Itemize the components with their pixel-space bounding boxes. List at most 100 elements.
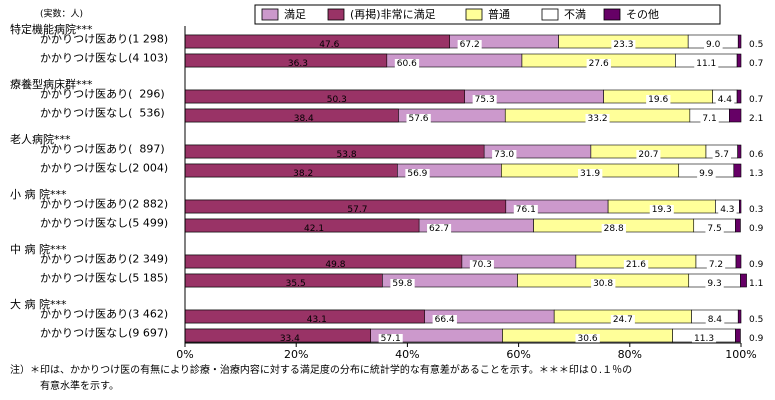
value-label: 0.5 <box>749 40 763 50</box>
value-label: 7.5 <box>707 224 721 234</box>
value-label: 9.9 <box>699 169 714 179</box>
label-bg <box>636 150 661 160</box>
legend-label: (再掲)非常に満足 <box>350 7 436 21</box>
value-label: 0.5 <box>749 315 763 325</box>
value-label: 31.9 <box>580 169 600 179</box>
x-tick-label: 40% <box>395 348 419 361</box>
label-bg <box>623 260 649 270</box>
bar-overlay <box>184 254 463 269</box>
value-label: 0.9 <box>749 260 764 270</box>
value-label: 47.6 <box>319 40 339 50</box>
row-label: かかりつけ医なし(5 499) <box>40 217 168 230</box>
label-bg <box>513 205 538 215</box>
legend-swatch <box>261 8 279 21</box>
label-bg <box>611 40 636 50</box>
row-label: かかりつけ医あり( 897) <box>40 143 165 156</box>
label-bg <box>694 59 719 69</box>
value-label: 1.3 <box>749 169 763 179</box>
label-bg <box>692 334 717 344</box>
unit-label: (実数：人) <box>40 8 83 20</box>
value-label: 0.7 <box>749 95 763 105</box>
value-label: 5.7 <box>715 150 729 160</box>
label-bg <box>705 315 725 325</box>
value-label: 36.3 <box>288 59 308 69</box>
value-label: 27.6 <box>589 59 609 69</box>
value-label: 24.7 <box>613 315 633 325</box>
bar-segment <box>733 163 742 178</box>
legend-swatch <box>603 8 621 21</box>
value-label: 70.3 <box>472 260 492 270</box>
value-label: 57.1 <box>381 334 401 344</box>
label-bg <box>469 260 494 270</box>
bar-overlay <box>184 34 450 49</box>
value-label: 21.6 <box>626 260 646 270</box>
bar-segment <box>739 199 742 214</box>
group-label: 小 病 院*** <box>10 187 67 201</box>
bar-segment <box>735 254 742 269</box>
label-bg <box>705 279 724 289</box>
bar-segment <box>736 53 742 68</box>
bar-overlay <box>184 199 507 214</box>
value-label: 11.1 <box>696 59 716 69</box>
value-label: 1.1 <box>749 279 763 289</box>
bar-segment <box>740 273 747 288</box>
value-label: 20.7 <box>638 150 658 160</box>
label-bg <box>649 205 674 215</box>
label-bg <box>378 334 403 344</box>
value-label: 43.1 <box>307 315 327 325</box>
row-label: かかりつけ医なし(9 697) <box>40 327 168 340</box>
bar-overlay <box>184 89 465 104</box>
value-label: 57.6 <box>408 114 428 124</box>
value-label: 33.2 <box>588 114 608 124</box>
value-label: 66.4 <box>435 315 455 325</box>
label-bg <box>575 334 600 344</box>
label-bg <box>432 315 457 325</box>
bar-segment <box>736 89 742 104</box>
row-label: かかりつけ医あり(2 349) <box>40 253 168 266</box>
value-label: 9.0 <box>706 40 721 50</box>
value-label: 7.2 <box>709 260 723 270</box>
label-bg <box>394 59 420 69</box>
row-label: かかりつけ医あり(1 298) <box>40 33 168 46</box>
bar-overlay <box>184 108 399 123</box>
bar-segment <box>737 34 742 49</box>
group-label: 中 病 院*** <box>10 242 67 256</box>
x-tick-label: 60% <box>506 348 530 361</box>
value-label: 23.3 <box>613 40 633 50</box>
value-label: 0.9 <box>749 224 764 234</box>
legend-label: 普通 <box>488 7 510 21</box>
label-bg <box>601 224 626 234</box>
label-bg <box>405 169 430 179</box>
value-label: 73.0 <box>494 150 514 160</box>
x-tick-label: 0% <box>176 348 193 361</box>
value-label: 76.1 <box>516 205 536 215</box>
value-label: 56.9 <box>407 169 427 179</box>
label-bg <box>585 114 610 124</box>
value-label: 19.6 <box>648 95 668 105</box>
value-label: 38.4 <box>294 114 314 124</box>
label-bg <box>472 95 497 105</box>
value-label: 35.5 <box>286 279 306 289</box>
legend-label: 満足 <box>284 8 306 21</box>
label-bg <box>406 114 431 124</box>
label-bg <box>457 40 482 50</box>
value-label: 42.1 <box>304 224 324 234</box>
bar-overlay <box>184 309 425 324</box>
value-label: 4.3 <box>720 205 734 215</box>
value-label: 2.1 <box>749 114 763 124</box>
value-label: 62.7 <box>429 224 449 234</box>
label-bg <box>492 150 517 160</box>
label-bg <box>586 59 611 69</box>
label-bg <box>646 95 671 105</box>
x-tick-label: 100% <box>725 348 756 361</box>
value-label: 38.2 <box>293 169 313 179</box>
group-label: 療養型病床群*** <box>10 77 93 91</box>
bar-overlay <box>184 163 398 178</box>
value-label: 19.3 <box>652 205 672 215</box>
bar-segment <box>729 108 742 123</box>
value-label: 75.3 <box>475 95 495 105</box>
label-bg <box>706 260 726 270</box>
label-bg <box>591 279 616 289</box>
label-bg <box>712 150 731 160</box>
